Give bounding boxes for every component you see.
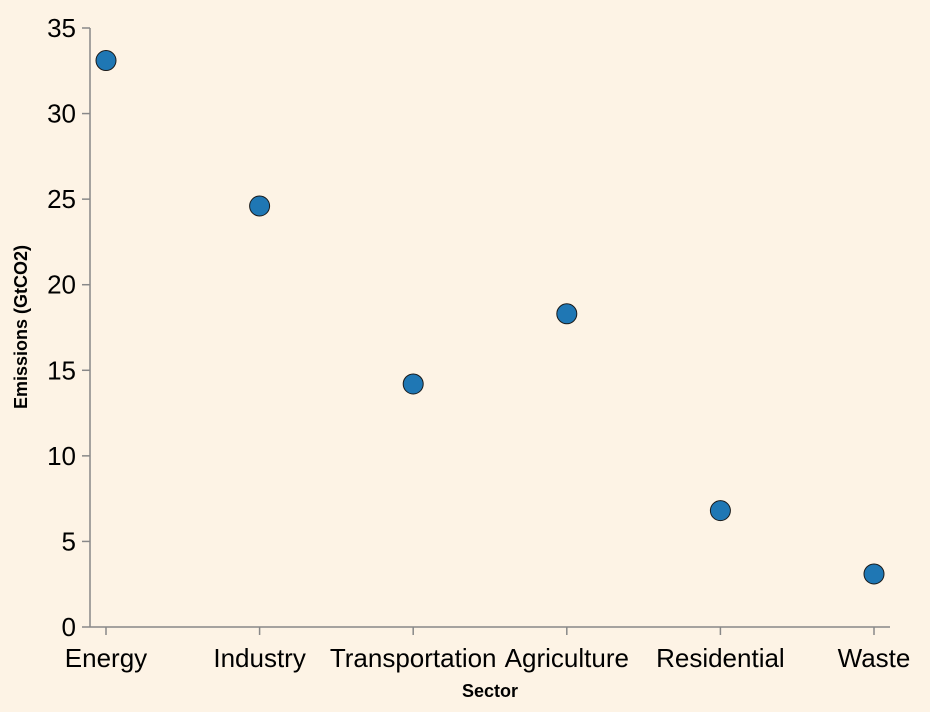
x-axis-title: Sector	[462, 681, 518, 701]
x-axis: Energy Industry Transportation Agriculture R…	[65, 626, 911, 673]
y-axis-title: Emissions (GtCO2)	[11, 245, 31, 409]
data-point	[402, 373, 424, 395]
data-point	[556, 303, 578, 325]
x-tick-label: Residential	[656, 643, 785, 673]
y-tick-label: 10	[47, 441, 76, 471]
x-tick-label: Agriculture	[505, 643, 629, 673]
data-points	[95, 50, 885, 585]
x-tick-label: Energy	[65, 643, 147, 673]
x-tick-label: Waste	[838, 643, 911, 673]
x-tick-label: Industry	[213, 643, 306, 673]
data-point	[709, 500, 731, 522]
y-tick-label: 0	[62, 612, 76, 642]
y-tick-label: 20	[47, 270, 76, 300]
y-axis: 0 5 10 15 20 25 30 35	[47, 13, 91, 642]
data-point	[95, 50, 117, 72]
data-point	[249, 195, 271, 217]
y-tick-label: 30	[47, 99, 76, 129]
y-tick-label: 35	[47, 13, 76, 43]
data-point	[863, 563, 885, 585]
x-tick-label: Transportation	[330, 643, 497, 673]
y-tick-label: 15	[47, 355, 76, 385]
y-tick-label: 25	[47, 184, 76, 214]
y-tick-label: 5	[62, 526, 76, 556]
